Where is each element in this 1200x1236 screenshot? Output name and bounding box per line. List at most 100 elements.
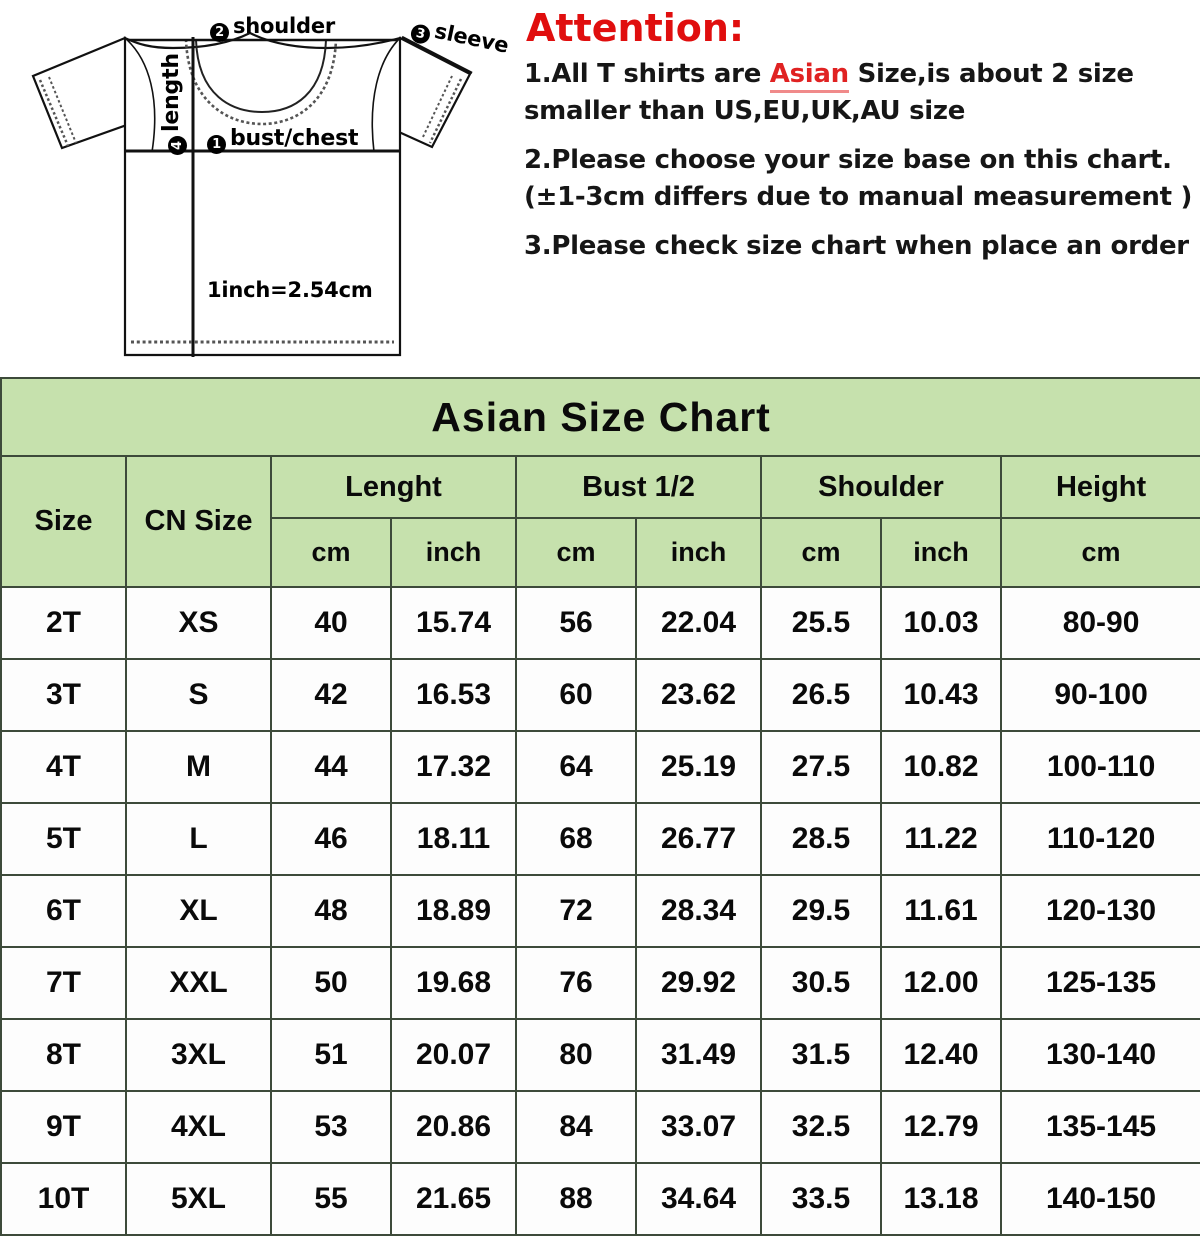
table-row: 8T 3XL 51 20.07 80 31.49 31.5 12.40 130-140 bbox=[0, 1018, 1200, 1092]
cell-cn-size: L bbox=[125, 802, 272, 876]
cell-bust-cm: 64 bbox=[515, 730, 637, 804]
shoulder-text: shoulder bbox=[233, 14, 336, 38]
cell-size: 8T bbox=[0, 1018, 127, 1092]
size-chart-table-container: Asian Size Chart Size CN Size Lenght Bus… bbox=[0, 377, 1200, 1236]
cell-lenght-inch: 20.07 bbox=[390, 1018, 517, 1092]
cell-bust-cm: 80 bbox=[515, 1018, 637, 1092]
column-group-height: Height bbox=[999, 455, 1200, 519]
cell-size: 5T bbox=[0, 802, 127, 876]
diagram-label-length: 4 length bbox=[159, 53, 187, 155]
cell-bust-inch: 25.19 bbox=[635, 730, 762, 804]
cell-shoulder-cm: 25.5 bbox=[760, 586, 882, 660]
table-body: 2T XS 40 15.74 56 22.04 25.5 10.03 80-90 3T S 42 16.… bbox=[0, 586, 1200, 1236]
attention-item-1-highlight: Asian bbox=[769, 59, 849, 93]
cell-lenght-inch: 19.68 bbox=[390, 946, 517, 1020]
cell-lenght-inch: 20.86 bbox=[390, 1090, 517, 1164]
cell-shoulder-inch: 13.18 bbox=[880, 1162, 1002, 1236]
cell-height-cm: 90-100 bbox=[999, 658, 1200, 732]
cell-bust-inch: 22.04 bbox=[635, 586, 762, 660]
cell-cn-size: M bbox=[125, 730, 272, 804]
cell-shoulder-inch: 12.79 bbox=[880, 1090, 1002, 1164]
diagram-label-shoulder: 2 shoulder bbox=[210, 14, 335, 42]
cell-shoulder-cm: 26.5 bbox=[760, 658, 882, 732]
cell-lenght-inch: 16.53 bbox=[390, 658, 517, 732]
cell-cn-size: XS bbox=[125, 586, 272, 660]
cell-size: 9T bbox=[0, 1090, 127, 1164]
attention-item-1-prefix: 1.All T shirts are bbox=[524, 59, 770, 89]
table-row: 2T XS 40 15.74 56 22.04 25.5 10.03 80-90 bbox=[0, 586, 1200, 660]
cell-lenght-inch: 21.65 bbox=[390, 1162, 517, 1236]
cell-shoulder-cm: 28.5 bbox=[760, 802, 882, 876]
cell-cn-size: XL bbox=[125, 874, 272, 948]
cell-height-cm: 130-140 bbox=[999, 1018, 1200, 1092]
cell-lenght-cm: 40 bbox=[270, 586, 392, 660]
unit-header-height-cm: cm bbox=[999, 517, 1200, 588]
table-row: 5T L 46 18.11 68 26.77 28.5 11.22 110-120 bbox=[0, 802, 1200, 876]
cell-shoulder-inch: 10.03 bbox=[880, 586, 1002, 660]
cell-height-cm: 80-90 bbox=[999, 586, 1200, 660]
cell-bust-cm: 72 bbox=[515, 874, 637, 948]
cell-cn-size: 4XL bbox=[125, 1090, 272, 1164]
table-row: 6T XL 48 18.89 72 28.34 29.5 11.61 120-130 bbox=[0, 874, 1200, 948]
unit-header-bust-cm: cm bbox=[515, 517, 637, 588]
diagram-unit-conversion-note: 1inch=2.54cm bbox=[207, 278, 373, 302]
column-group-shoulder: Shoulder bbox=[760, 455, 1002, 519]
cell-bust-cm: 68 bbox=[515, 802, 637, 876]
cell-cn-size: 3XL bbox=[125, 1018, 272, 1092]
cell-shoulder-cm: 27.5 bbox=[760, 730, 882, 804]
cell-bust-inch: 34.64 bbox=[635, 1162, 762, 1236]
table-row: 3T S 42 16.53 60 23.62 26.5 10.43 90-100 bbox=[0, 658, 1200, 732]
cell-height-cm: 100-110 bbox=[999, 730, 1200, 804]
attention-item-1-suffix: Size,is about 2 size smaller than US,EU,… bbox=[524, 59, 1134, 126]
cell-lenght-cm: 46 bbox=[270, 802, 392, 876]
chart-title: Asian Size Chart bbox=[0, 377, 1200, 457]
cell-bust-inch: 33.07 bbox=[635, 1090, 762, 1164]
cell-shoulder-cm: 32.5 bbox=[760, 1090, 882, 1164]
attention-item-3: 3.Please check size chart when place an … bbox=[524, 231, 1189, 261]
cell-shoulder-cm: 33.5 bbox=[760, 1162, 882, 1236]
unit-header-lenght-cm: cm bbox=[270, 517, 392, 588]
cell-cn-size: S bbox=[125, 658, 272, 732]
cell-bust-inch: 26.77 bbox=[635, 802, 762, 876]
cell-bust-inch: 28.34 bbox=[635, 874, 762, 948]
tshirt-illustration bbox=[31, 31, 473, 357]
cell-bust-inch: 29.92 bbox=[635, 946, 762, 1020]
marker-4-icon: 4 bbox=[168, 136, 187, 155]
table-row: 7T XXL 50 19.68 76 29.92 30.5 12.00 125-135 bbox=[0, 946, 1200, 1020]
marker-1-icon: 1 bbox=[207, 135, 226, 154]
attention-notice: Attention: 1.All T shirts are Asian Size… bbox=[518, 4, 1194, 374]
cell-size: 6T bbox=[0, 874, 127, 948]
cell-shoulder-cm: 29.5 bbox=[760, 874, 882, 948]
cell-size: 2T bbox=[0, 586, 127, 660]
unit-header-lenght-inch: inch bbox=[390, 517, 517, 588]
column-group-bust: Bust 1/2 bbox=[515, 455, 762, 519]
cell-shoulder-inch: 11.22 bbox=[880, 802, 1002, 876]
cell-size: 3T bbox=[0, 658, 127, 732]
column-group-lenght: Lenght bbox=[270, 455, 517, 519]
marker-3-icon: 3 bbox=[409, 22, 432, 46]
attention-item-2: 2.Please choose your size base on this c… bbox=[524, 145, 1193, 212]
cell-height-cm: 120-130 bbox=[999, 874, 1200, 948]
bust-text: bust/chest bbox=[230, 126, 359, 151]
cell-lenght-cm: 50 bbox=[270, 946, 392, 1020]
unit-header-shoulder-cm: cm bbox=[760, 517, 882, 588]
cell-size: 7T bbox=[0, 946, 127, 1020]
cell-lenght-inch: 18.11 bbox=[390, 802, 517, 876]
cell-bust-cm: 56 bbox=[515, 586, 637, 660]
cell-lenght-cm: 42 bbox=[270, 658, 392, 732]
cell-size: 4T bbox=[0, 730, 127, 804]
table-unit-header-row: cm inch cm inch cm inch cm bbox=[1, 517, 1200, 588]
cell-shoulder-inch: 10.43 bbox=[880, 658, 1002, 732]
cell-bust-cm: 76 bbox=[515, 946, 637, 1020]
cell-bust-inch: 23.62 bbox=[635, 658, 762, 732]
attention-item-1: 1.All T shirts are Asian Size,is about 2… bbox=[524, 56, 1194, 130]
marker-2-icon: 2 bbox=[210, 23, 229, 42]
table-row: 9T 4XL 53 20.86 84 33.07 32.5 12.79 135-145 bbox=[0, 1090, 1200, 1164]
cell-bust-cm: 84 bbox=[515, 1090, 637, 1164]
cell-bust-cm: 60 bbox=[515, 658, 637, 732]
cell-lenght-cm: 53 bbox=[270, 1090, 392, 1164]
table-title-row: Asian Size Chart bbox=[0, 377, 1200, 457]
unit-header-bust-inch: inch bbox=[635, 517, 762, 588]
cell-lenght-cm: 44 bbox=[270, 730, 392, 804]
cell-lenght-inch: 17.32 bbox=[390, 730, 517, 804]
